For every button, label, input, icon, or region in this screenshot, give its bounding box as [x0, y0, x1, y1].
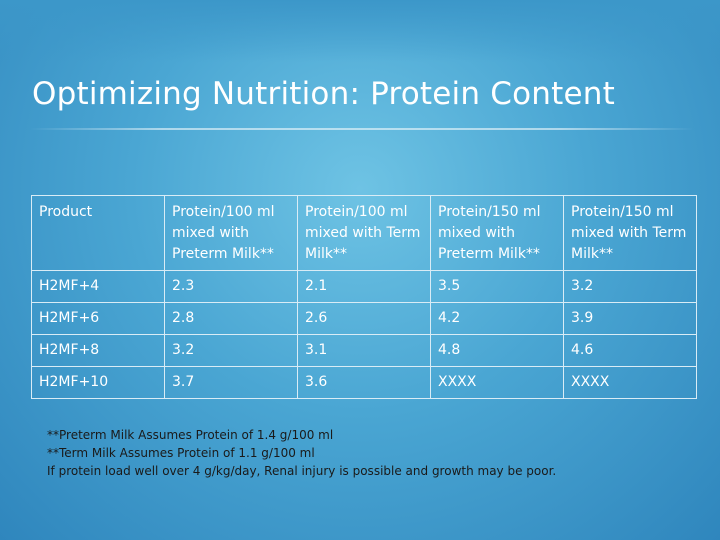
header-protein-150-term: Protein/150 ml mixed with Term Milk**: [563, 195, 697, 271]
footnote-term-milk: **Term Milk Assumes Protein of 1.1 g/100…: [47, 446, 315, 460]
table-cell: H2MF+6: [31, 302, 165, 335]
table-cell: XXXX: [563, 366, 697, 399]
table-cell: H2MF+10: [31, 366, 165, 399]
table-row: H2MF+8 3.2 3.1 4.8 4.6: [31, 334, 697, 367]
table-row: H2MF+6 2.8 2.6 4.2 3.9: [31, 302, 697, 335]
slide-title: Optimizing Nutrition: Protein Content: [32, 76, 615, 112]
title-underline: [30, 128, 694, 130]
footnote-protein-load-warning: If protein load well over 4 g/kg/day, Re…: [47, 464, 557, 478]
table-cell: 3.5: [430, 270, 564, 303]
table-cell: 2.3: [164, 270, 298, 303]
table-cell: 2.8: [164, 302, 298, 335]
table-header-row: Product Protein/100 ml mixed with Preter…: [31, 195, 697, 271]
table-row: H2MF+10 3.7 3.6 XXXX XXXX: [31, 366, 697, 399]
table-cell: 3.1: [297, 334, 431, 367]
table-cell: 4.6: [563, 334, 697, 367]
table-cell: 2.6: [297, 302, 431, 335]
table-row: H2MF+4 2.3 2.1 3.5 3.2: [31, 270, 697, 303]
table-cell: 2.1: [297, 270, 431, 303]
table-cell: 4.8: [430, 334, 564, 367]
footnote-preterm-milk: **Preterm Milk Assumes Protein of 1.4 g/…: [47, 428, 334, 442]
table-cell: 3.2: [164, 334, 298, 367]
table-cell: XXXX: [430, 366, 564, 399]
table-cell: 3.2: [563, 270, 697, 303]
header-protein-100-preterm: Protein/100 ml mixed with Preterm Milk**: [164, 195, 298, 271]
table-cell: H2MF+4: [31, 270, 165, 303]
header-protein-150-preterm: Protein/150 ml mixed with Preterm Milk**: [430, 195, 564, 271]
table-cell: H2MF+8: [31, 334, 165, 367]
table-cell: 3.6: [297, 366, 431, 399]
table-cell: 3.9: [563, 302, 697, 335]
table-cell: 4.2: [430, 302, 564, 335]
top-band: [0, 0, 720, 62]
header-product: Product: [31, 195, 165, 271]
protein-content-table: Product Protein/100 ml mixed with Preter…: [31, 195, 697, 399]
table-cell: 3.7: [164, 366, 298, 399]
header-protein-100-term: Protein/100 ml mixed with Term Milk**: [297, 195, 431, 271]
footnotes: **Preterm Milk Assumes Protein of 1.4 g/…: [47, 426, 687, 480]
